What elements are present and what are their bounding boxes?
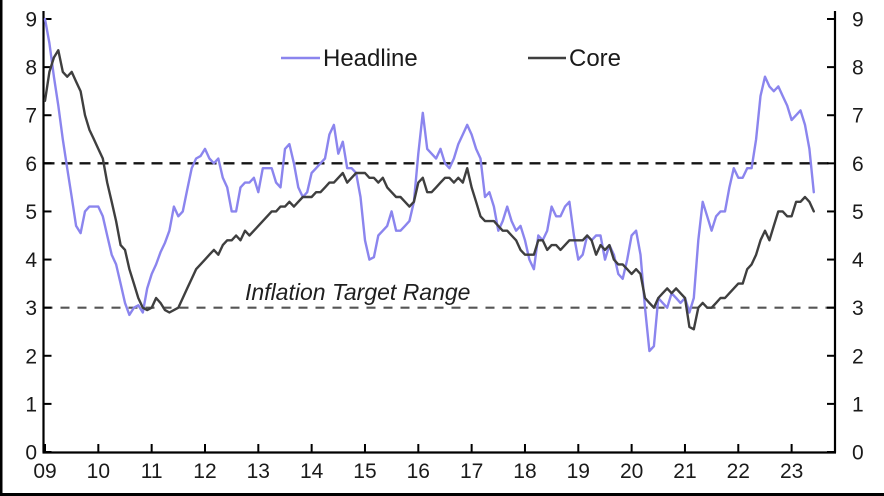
y-axis-right-tick-label: 5 [852, 201, 864, 224]
y-axis-right-tick-label: 6 [852, 153, 864, 176]
y-axis-right-tick-label: 2 [852, 345, 864, 368]
x-axis-tick-label: 19 [567, 460, 590, 483]
target-range-lines [43, 162, 835, 309]
y-axis-right-tick-label: 7 [852, 105, 864, 128]
y-axis-left-tick-label: 4 [25, 249, 37, 272]
y-axis-right-tick-label: 8 [852, 57, 864, 80]
legend: Headline Core [281, 45, 621, 72]
y-axis-right-tick-label: 0 [852, 442, 864, 465]
y-axis-left-tick-label: 0 [25, 442, 37, 465]
legend-core-label: Core [569, 45, 621, 72]
y-axis-right-tick-label: 9 [852, 9, 864, 32]
x-axis-tick-label: 10 [87, 460, 110, 483]
y-axis-right-tick-label: 3 [852, 297, 864, 320]
x-axis-tick-label: 15 [353, 460, 376, 483]
image-border-left [0, 0, 3, 496]
y-axis-left-tick-label: 8 [25, 57, 37, 80]
x-axis-tick-label: 21 [673, 460, 696, 483]
x-axis-tick-label: 18 [513, 460, 536, 483]
y-axis-left-tick-label: 5 [25, 201, 37, 224]
legend-headline-label: Headline [323, 45, 418, 72]
x-axis-tick-label: 17 [460, 460, 483, 483]
y-axis-right-tick-label: 1 [852, 393, 864, 416]
x-axis-tick-label: 22 [727, 460, 750, 483]
x-axis-tick-label: 16 [407, 460, 430, 483]
x-axis-tick-label: 13 [247, 460, 270, 483]
axes: 0 01 12 23 34 45 56 67 78 89 909 10 11 12 13 14 15 16 17 18… [25, 9, 864, 483]
x-axis-tick-label: 23 [780, 460, 803, 483]
y-axis-left-tick-label: 2 [25, 345, 37, 368]
annotation-inflation-target-range: Inflation Target Range [245, 279, 470, 305]
series-lines [43, 17, 815, 353]
image-border-bottom [0, 493, 884, 496]
x-axis-tick-label: 12 [193, 460, 216, 483]
y-axis-left-tick-label: 9 [25, 9, 37, 32]
y-axis-left-tick-label: 7 [25, 105, 37, 128]
y-axis-left-tick-label: 1 [25, 393, 37, 416]
core-series-line [43, 49, 815, 331]
x-axis-tick-label: 09 [33, 460, 56, 483]
x-axis-tick-label: 20 [620, 460, 643, 483]
x-axis-tick-label: 11 [141, 460, 163, 483]
x-axis-tick-label: 14 [300, 460, 324, 483]
y-axis-right-tick-label: 4 [852, 249, 864, 272]
y-axis-left-tick-label: 3 [25, 297, 37, 320]
y-axis-left-tick-label: 6 [25, 153, 37, 176]
